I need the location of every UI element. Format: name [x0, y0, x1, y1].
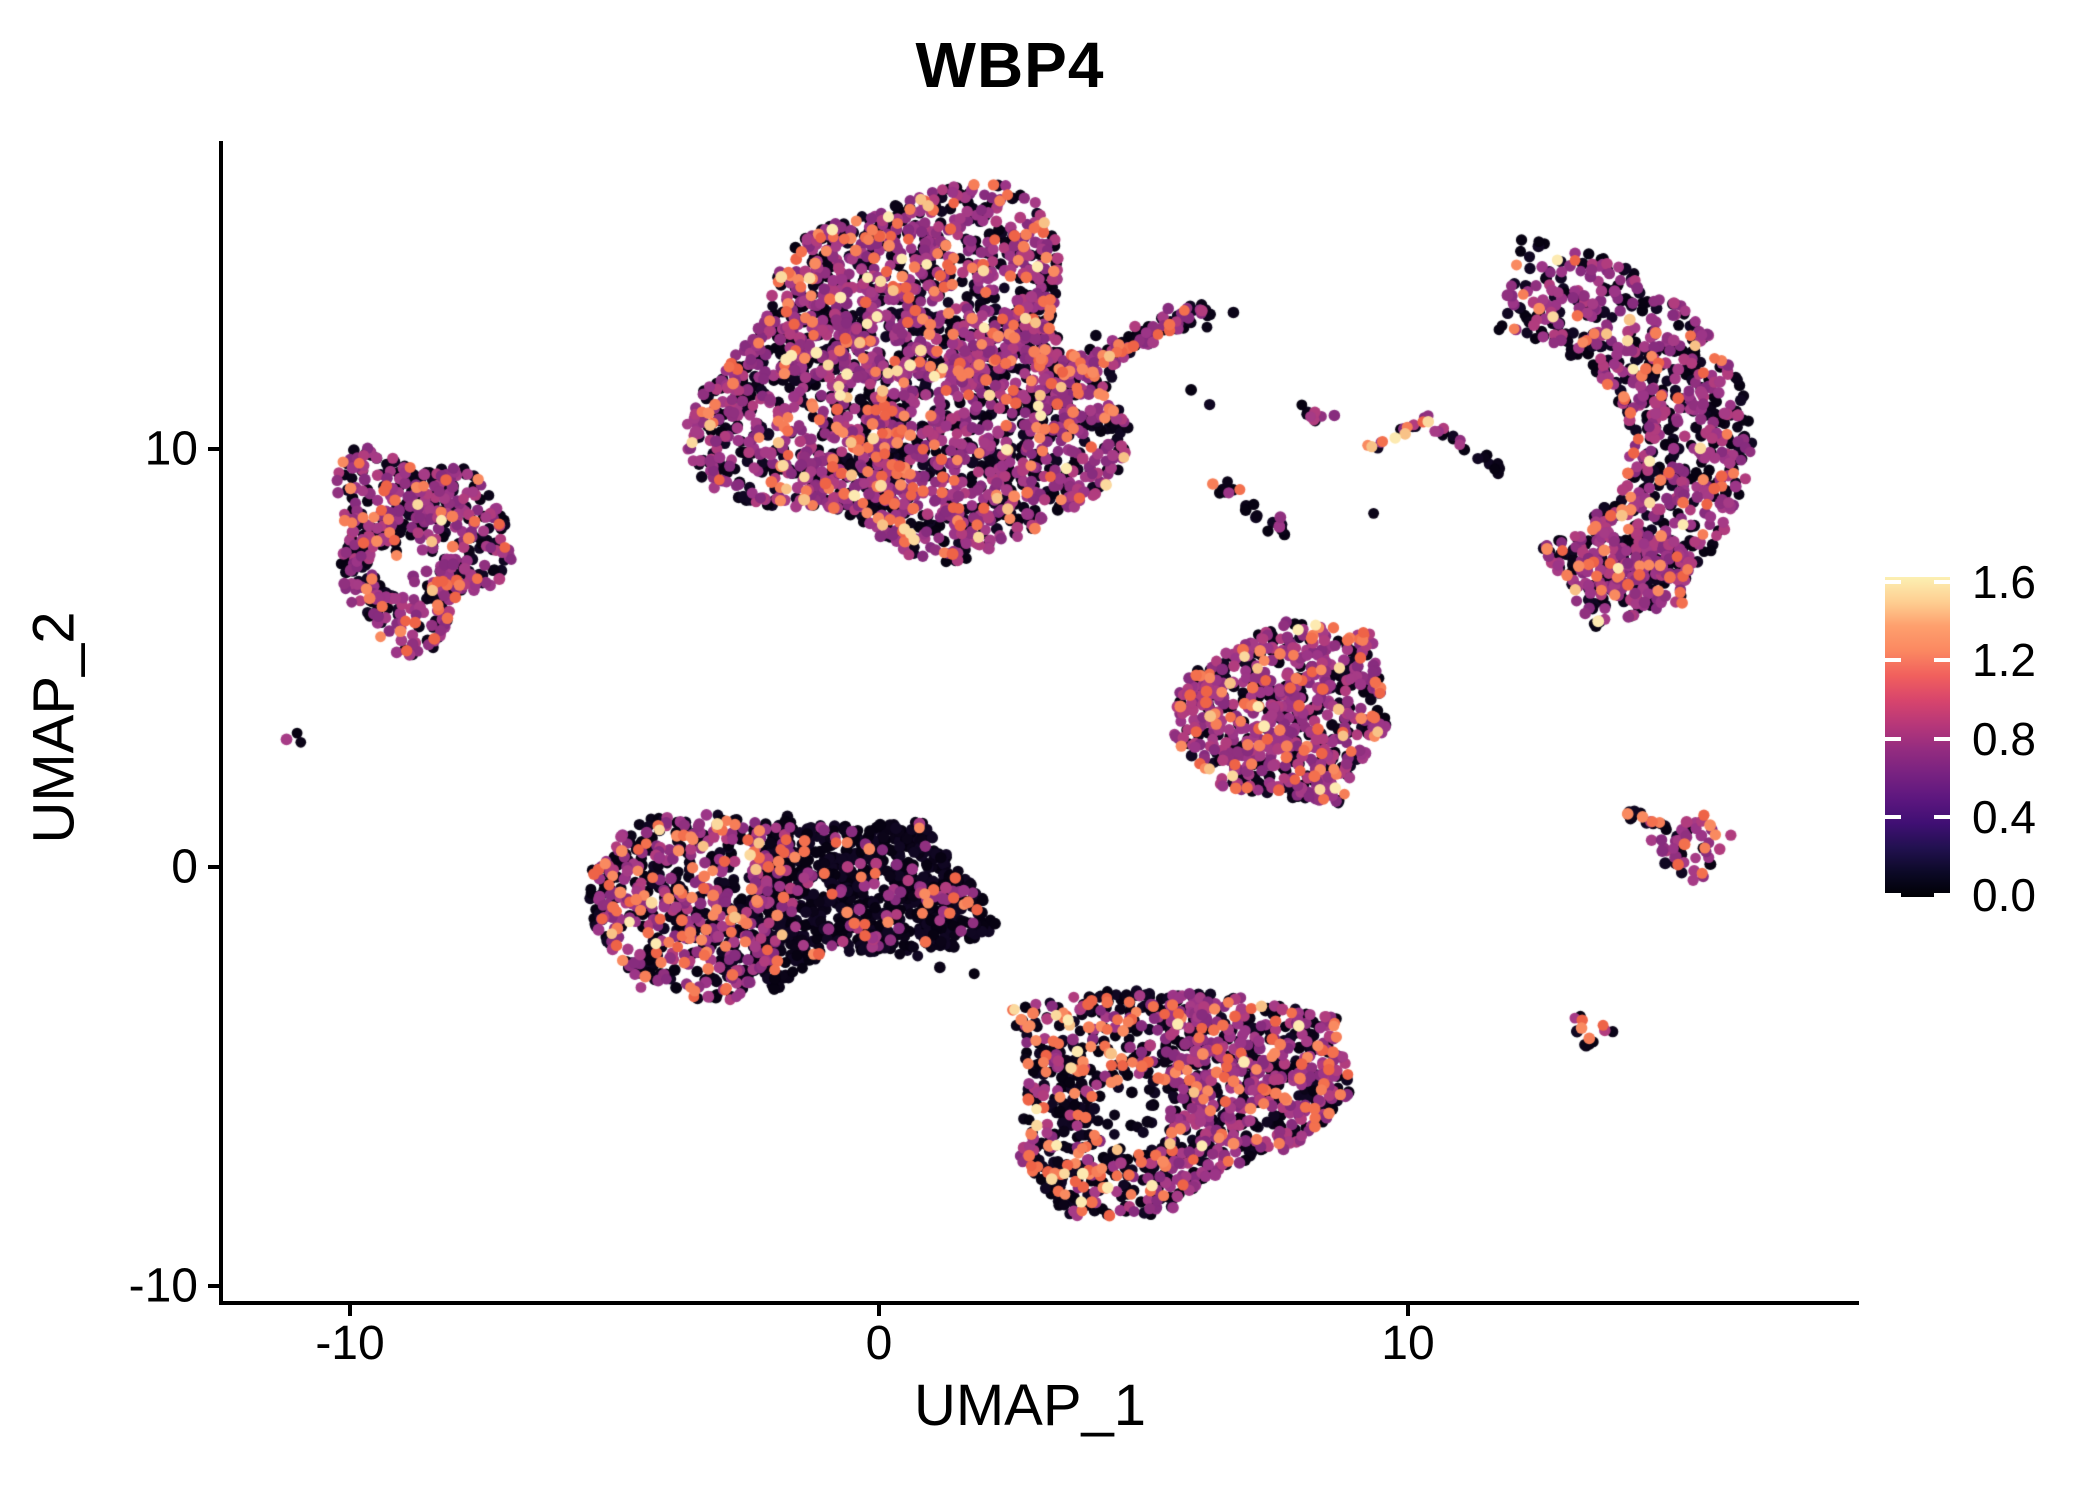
colorbar-tick-label: 0.8: [1972, 712, 2036, 765]
x-axis-label: UMAP_1: [913, 1373, 1147, 1438]
colorbar-tick-right: [1934, 736, 1950, 741]
x-tick-label: 0: [865, 1317, 893, 1370]
colorbar-tick-right: [1934, 893, 1950, 897]
x-tick-mark: [1406, 1302, 1410, 1316]
colorbar-tick-left: [1885, 736, 1901, 741]
x-tick-label: 10: [1381, 1317, 1435, 1370]
plot-title: WBP4: [915, 29, 1105, 101]
colorbar-tick-right: [1934, 814, 1950, 819]
x-tick-mark: [348, 1302, 352, 1316]
colorbar-tick-label: 1.6: [1972, 556, 2036, 608]
x-tick-label: -10: [315, 1317, 385, 1370]
colorbar-tick-left: [1885, 658, 1901, 663]
x-axis-line: [219, 1301, 1859, 1305]
y-tick-mark: [208, 1283, 222, 1288]
colorbar-tick-left: [1885, 893, 1901, 897]
y-tick-label: 0: [171, 840, 198, 894]
colorbar-tick-label: 1.2: [1972, 634, 2036, 687]
colorbar-tick-right: [1934, 658, 1950, 663]
colorbar-tick-label: 0.4: [1972, 790, 2036, 843]
y-axis-label: UMAP_2: [21, 611, 87, 844]
colorbar-tick-left: [1885, 814, 1901, 819]
colorbar-tick-left: [1885, 580, 1901, 584]
y-tick-label: 10: [144, 422, 198, 475]
colorbar-tick-label: 0.0: [1972, 869, 2036, 921]
y-axis-line: [219, 141, 223, 1305]
x-tick-mark: [877, 1302, 881, 1316]
y-tick-mark: [208, 865, 222, 869]
colorbar-tick-right: [1934, 580, 1950, 584]
y-tick-label: -10: [128, 1259, 198, 1312]
y-tick-mark: [208, 446, 222, 451]
